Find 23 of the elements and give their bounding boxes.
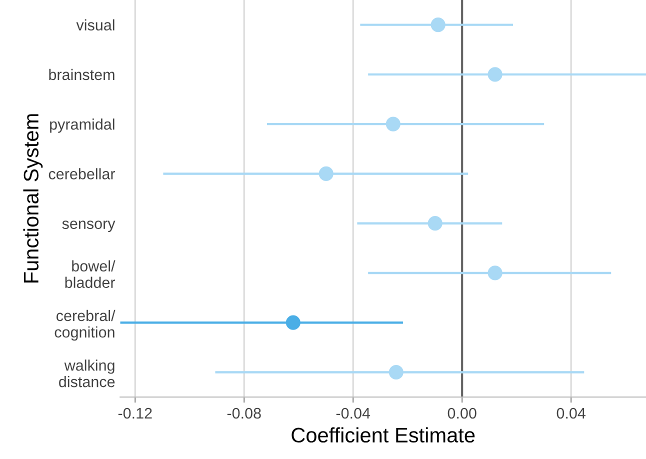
point [428, 216, 442, 231]
x-tick-label: 0.04 [556, 408, 586, 419]
y-tick-label: cerebellar [48, 168, 116, 180]
point [488, 67, 502, 82]
y-tick-label: bowel/ bladder [65, 260, 116, 288]
y-tick-label: pyramidal [50, 118, 114, 133]
y-tick-label: brainstem [49, 68, 114, 80]
y-tick-label: cerebral/ cognition [54, 310, 116, 341]
x-axis-title: Coefficient Estimate [292, 427, 475, 443]
y-axis-title: Functional System [23, 114, 43, 282]
point [488, 266, 502, 280]
y-tick-label: walking distance [59, 360, 115, 388]
x-tick-label: -0.12 [118, 408, 152, 419]
y-tick-label: sensory [62, 220, 116, 232]
y-tick-label: visual [76, 19, 114, 30]
x-tick-label: -0.08 [227, 408, 261, 419]
point [318, 166, 334, 181]
point [286, 315, 300, 330]
point [430, 18, 446, 32]
point [388, 364, 404, 380]
x-tick-label: -0.04 [336, 408, 370, 419]
point [386, 116, 400, 132]
x-tick-label: 0.00 [448, 408, 476, 419]
